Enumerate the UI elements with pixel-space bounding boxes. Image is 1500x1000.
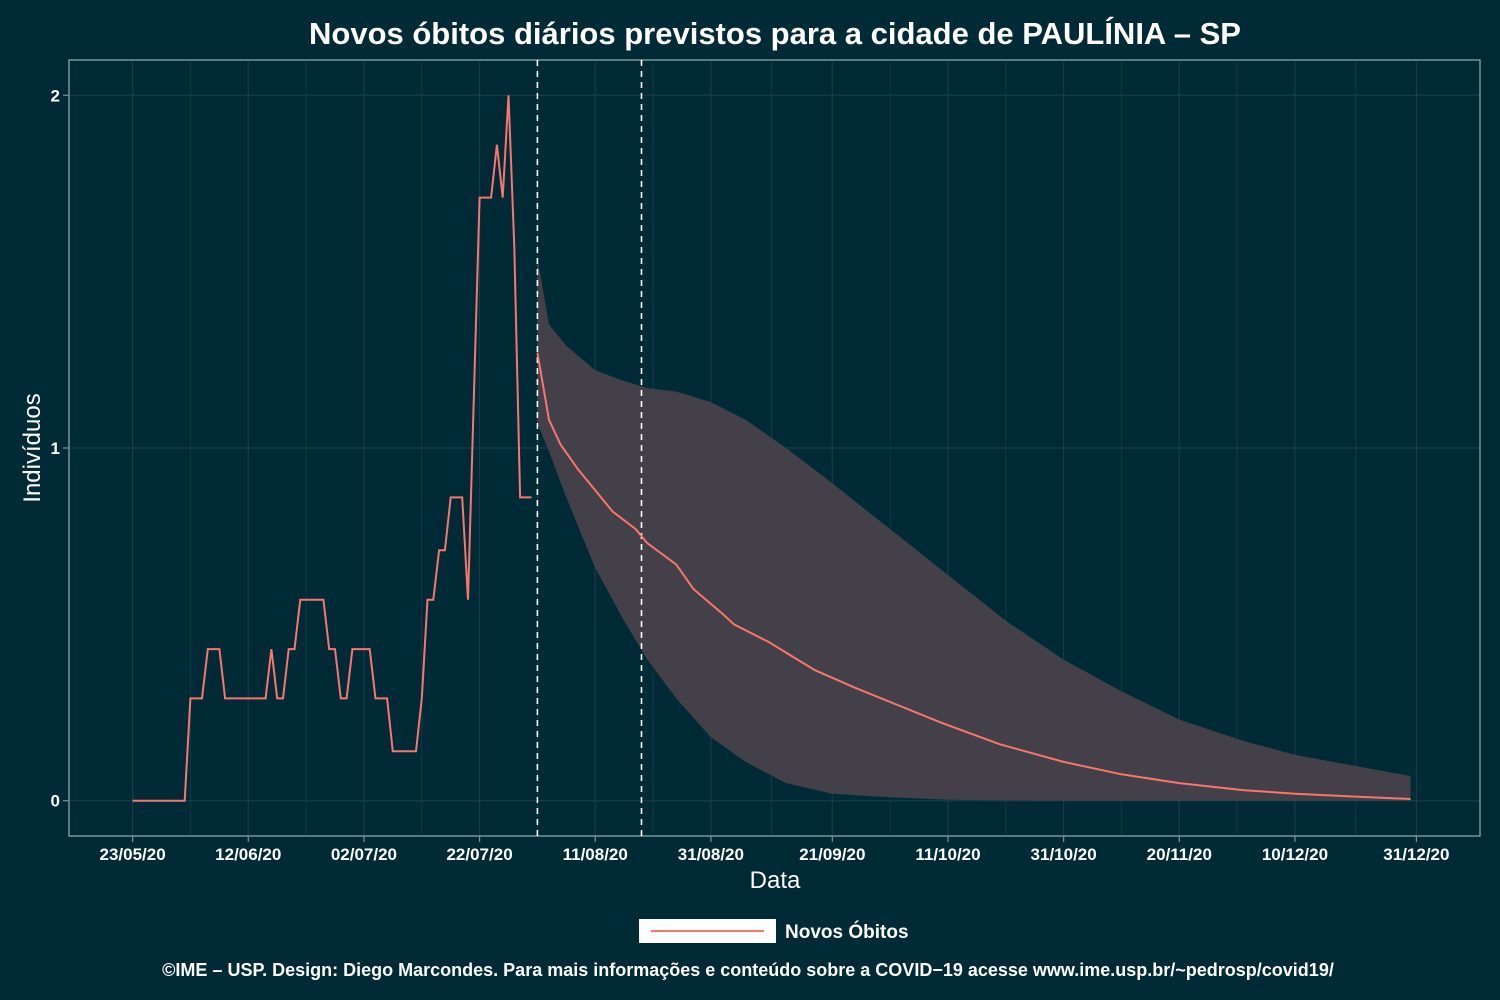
y-axis-ticks: 0 1 2 [51,86,69,811]
x-tick-label: 02/07/20 [331,845,397,864]
x-tick-label: 31/08/20 [678,845,744,864]
x-tick-label: 31/12/20 [1383,845,1449,864]
x-tick-label: 11/08/20 [563,845,628,864]
y-tick-label: 0 [51,792,60,811]
grid-lines [70,61,1479,835]
y-tick-label: 2 [51,86,60,105]
prediction-interval-band [537,257,1411,801]
observed-deaths-line [132,95,532,802]
y-axis-label: Indivíduos [19,393,46,502]
caption: ©IME – USP. Design: Diego Marcondes. Par… [162,960,1334,980]
x-tick-label: 31/10/20 [1031,845,1097,864]
x-tick-label: 10/12/20 [1262,845,1328,864]
x-tick-label: 20/11/20 [1147,845,1212,864]
legend-label: Novos Óbitos [785,921,909,943]
y-tick-label: 1 [51,439,60,458]
chart-title: Novos óbitos diários previstos para a ci… [309,16,1241,51]
forecast-start-markers [536,60,643,836]
x-tick-label: 22/07/20 [446,845,512,864]
x-tick-label: 23/05/20 [100,845,166,864]
x-tick-label: 11/10/20 [915,845,980,864]
forecast-deaths-line [536,352,1411,800]
legend: Novos Óbitos [639,919,909,943]
x-axis-label: Data [750,867,801,894]
x-tick-label: 21/09/20 [799,845,865,864]
x-tick-label: 12/06/20 [215,845,281,864]
x-axis-ticks: 23/05/20 12/06/20 02/07/20 22/07/20 11/08/20… [100,836,1449,864]
